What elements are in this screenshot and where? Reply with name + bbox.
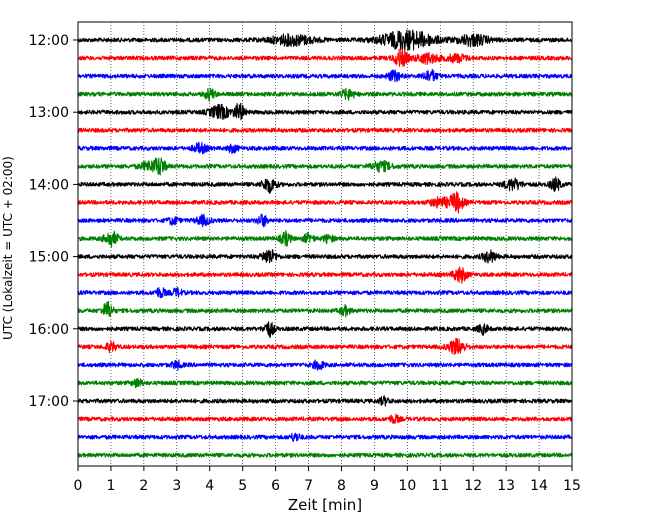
- x-tick-label: 10: [398, 478, 416, 494]
- y-tick-label: 15:00: [29, 250, 69, 266]
- seismic-traces: [77, 29, 573, 458]
- x-tick-label: 11: [431, 478, 449, 494]
- trace-line: [77, 157, 573, 176]
- x-tick-label: 6: [271, 478, 280, 494]
- trace-line: [77, 127, 573, 133]
- trace-line: [77, 413, 573, 424]
- trace-line: [77, 286, 573, 299]
- y-tick-label: 14:00: [29, 177, 69, 193]
- y-axis-label: UTC (Lokalzeit = UTC + 02:00): [1, 156, 15, 340]
- trace-line: [77, 191, 573, 214]
- trace-line: [77, 337, 573, 356]
- trace-line: [77, 300, 573, 318]
- x-tick-label: 13: [497, 478, 515, 494]
- x-tick-label: 4: [205, 478, 214, 494]
- trace-line: [77, 87, 573, 102]
- trace-line: [77, 176, 573, 194]
- plot-frame: [77, 21, 573, 467]
- x-tick-label: 0: [74, 478, 83, 494]
- x-tick-label: 1: [106, 478, 115, 494]
- y-tick-label: 16:00: [29, 322, 69, 338]
- x-tick-label: 14: [530, 478, 548, 494]
- x-axis-label: Zeit [min]: [288, 496, 362, 514]
- y-tick-label: 13:00: [29, 105, 69, 121]
- trace-line: [77, 102, 573, 121]
- trace-line: [77, 230, 573, 248]
- trace-line: [77, 68, 573, 83]
- x-tick-label: 15: [563, 478, 581, 494]
- trace-line: [77, 452, 573, 458]
- x-tick-label: 7: [304, 478, 313, 494]
- y-tick-label: 17:00: [29, 394, 69, 410]
- trace-line: [77, 141, 573, 155]
- trace-line: [77, 432, 573, 442]
- x-tick-label: 5: [238, 478, 247, 494]
- trace-line: [77, 377, 573, 389]
- x-tick-label: 2: [139, 478, 148, 494]
- y-axis-ticks: 12:00 13:00 14:00 15:00 16:00 17:00: [29, 33, 78, 410]
- x-tick-label: 12: [464, 478, 482, 494]
- trace-line: [77, 321, 573, 339]
- y-tick-label: 12:00: [29, 33, 69, 49]
- trace-line: [77, 266, 573, 284]
- trace-line: [77, 395, 573, 407]
- x-tick-label: 9: [370, 478, 379, 494]
- vertical-grid: [110, 22, 540, 466]
- trace-line: [77, 359, 573, 371]
- trace-line: [77, 249, 573, 264]
- x-tick-label: 3: [172, 478, 181, 494]
- trace-line: [77, 213, 573, 228]
- trace-line: [77, 48, 573, 68]
- x-tick-label: 8: [337, 478, 346, 494]
- trace-line: [77, 29, 573, 51]
- x-axis-ticks: 0 1 2 3 4 5 6 7 8 9 10 11 12 13 14 15: [74, 466, 581, 494]
